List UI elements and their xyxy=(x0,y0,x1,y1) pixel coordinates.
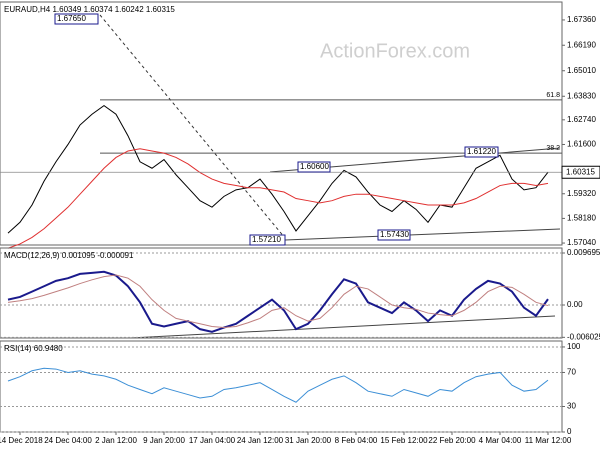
y-tick-label: 0.00 xyxy=(567,300,583,309)
x-tick-label: 24 Jan 12:00 xyxy=(237,436,284,445)
fib-label: 38.2 xyxy=(546,145,560,152)
price-annotation-box xyxy=(249,234,286,246)
watermark: ActionForex.com xyxy=(320,40,470,62)
panel-title: EURAUD,H4 1.60349 1.60374 1.60242 1.6031… xyxy=(4,5,175,14)
x-tick-label: 11 Mar 12:00 xyxy=(525,436,572,445)
macd-trendline xyxy=(129,315,556,339)
series-line xyxy=(7,270,549,333)
panel-title: MACD(12,26,9) 0.001095 -0.000091 xyxy=(4,251,134,260)
last-price-label: 1.60315 xyxy=(566,167,595,176)
fib-label: 61.8 xyxy=(546,92,560,99)
x-tick-label: 14 Dec 2018 xyxy=(0,436,43,445)
series-line xyxy=(7,104,549,234)
price-annotation-box xyxy=(297,161,331,173)
x-tick-label: 22 Feb 20:00 xyxy=(428,436,476,445)
y-tick-label: 1.62740 xyxy=(567,115,596,124)
panel-title: RSI(14) 60.9480 xyxy=(4,344,63,353)
price-annotation: 1.67650 xyxy=(57,14,86,23)
trend-dashed xyxy=(99,14,286,239)
y-tick-label: 100 xyxy=(567,342,581,351)
x-tick-label: 15 Feb 12:00 xyxy=(380,436,428,445)
x-tick-label: 4 Mar 04:00 xyxy=(479,436,522,445)
y-tick-label: -0.006025 xyxy=(567,332,600,341)
y-tick-label: 1.65010 xyxy=(567,66,596,75)
x-tick-label: 31 Jan 20:00 xyxy=(285,436,332,445)
series-line xyxy=(7,148,549,249)
y-tick-label: 0.009695 xyxy=(567,248,600,257)
price-annotation-box xyxy=(464,146,499,158)
y-tick-label: 30 xyxy=(567,402,576,411)
y-tick-label: 1.59320 xyxy=(567,189,596,198)
price-annotation: 1.57210 xyxy=(252,235,281,244)
price-annotation: 1.60600 xyxy=(300,162,329,171)
x-tick-label: 9 Jan 20:00 xyxy=(143,436,185,445)
x-tick-label: 8 Feb 04:00 xyxy=(335,436,378,445)
price-annotation-box xyxy=(54,13,99,25)
x-tick-label: 17 Jan 04:00 xyxy=(189,436,236,445)
y-tick-label: 1.61600 xyxy=(567,140,596,149)
price-annotation: 1.57430 xyxy=(380,230,409,239)
last-price-tag xyxy=(561,165,600,179)
y-tick-label: 1.66190 xyxy=(567,40,596,49)
x-tick-label: 2 Jan 12:00 xyxy=(95,436,137,445)
price-annotation-box xyxy=(377,229,411,241)
price-annotation: 1.61220 xyxy=(467,147,496,156)
y-tick-label: 1.57040 xyxy=(567,238,596,247)
panel-frame xyxy=(0,247,563,339)
y-tick-label: 0 xyxy=(567,427,572,436)
y-tick-label: 1.63830 xyxy=(567,91,596,100)
y-tick-label: 1.67360 xyxy=(567,15,596,24)
series-line xyxy=(7,367,549,403)
y-tick-label: 1.58180 xyxy=(567,214,596,223)
x-tick-label: 24 Dec 04:00 xyxy=(44,436,92,445)
series-line xyxy=(7,274,549,329)
channel-bottom xyxy=(284,228,561,241)
y-tick-label: 70 xyxy=(567,368,576,377)
